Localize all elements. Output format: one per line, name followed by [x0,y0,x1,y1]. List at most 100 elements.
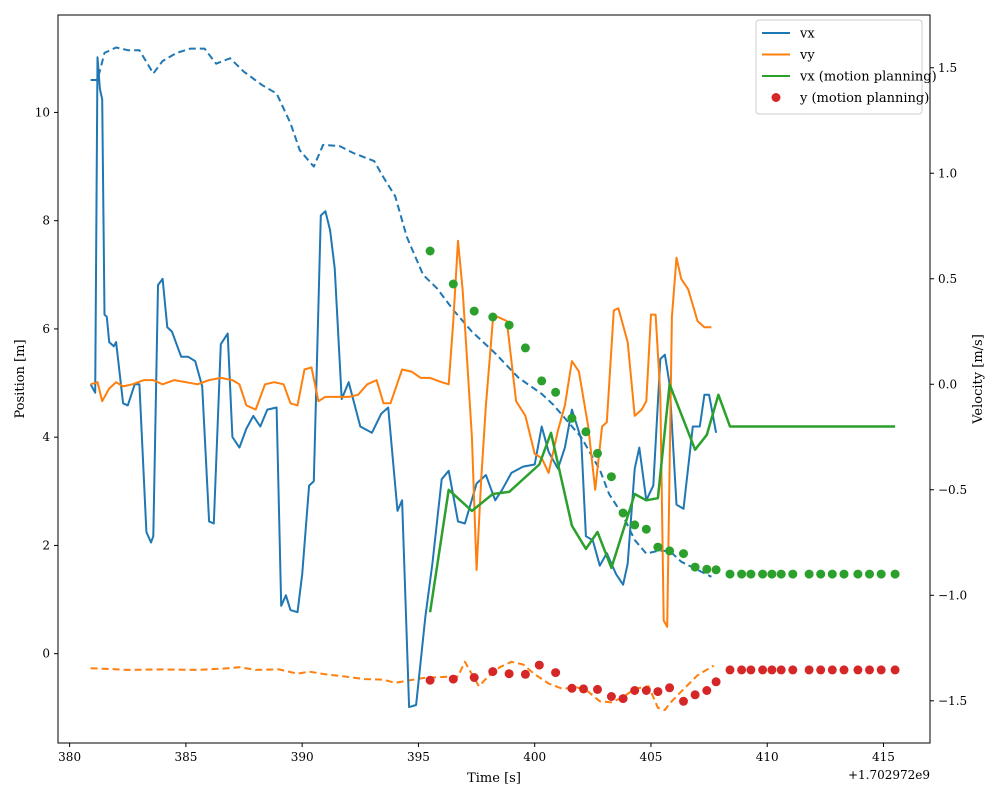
y_motion_planning-point [641,686,651,695]
x_motion_planning-point [788,569,798,579]
y_motion_planning-point [551,668,561,678]
y_motion_planning-point [737,665,747,675]
x-tick-label: 410 [756,750,779,764]
y_motion_planning-point [606,692,616,701]
x_motion_planning-point [758,569,768,579]
y_motion_planning-point [567,683,577,693]
y_motion_planning-point [776,665,786,675]
x_motion_planning-point [839,569,849,579]
y_motion_planning-point [702,686,712,695]
x_motion_planning-point [641,524,651,534]
x_motion_planning-point [865,569,874,579]
y-left-tick-label: 10 [35,105,50,119]
y-right-tick-label: 1.0 [938,166,957,180]
x_motion_planning-point [653,542,663,552]
x-tick-label: 385 [174,750,197,764]
y_motion_planning-point [746,665,756,675]
y-left-tick-label: 6 [42,322,50,336]
legend-box [755,19,923,115]
x_motion_planning-point [767,569,777,579]
legend-label: vx (motion planning) [799,70,937,85]
y_motion_planning-point [579,684,588,694]
plot-frame [57,14,931,744]
y_motion_planning-point [827,665,837,675]
x-tick-label: 405 [640,750,663,764]
y_motion_planning-point [853,665,863,675]
y_position-line [90,660,715,711]
vx_motion_planning-line [428,383,896,613]
plot-markers [425,246,900,706]
y_motion_planning-point [448,674,458,684]
y_motion_planning-point [425,675,435,685]
x_motion_planning-point [890,569,900,579]
y-right-tick-label: 0.5 [938,272,957,286]
y_motion_planning-point [788,665,798,675]
x-axis-label: Time [s] [467,771,521,786]
y_motion_planning-point [665,683,675,693]
axes: 380 385 390 395 400 405 410 415 0 2 4 6 8 10 −1.5 −1.0 −… [35,61,967,764]
y_motion_planning-point [469,673,479,682]
x-tick-label: 395 [407,750,430,764]
y_motion_planning-point [679,696,688,706]
y_motion_planning-point [767,665,777,675]
y_motion_planning-point [653,687,663,697]
y_motion_planning-point [618,694,628,704]
x-tick-label: 390 [291,750,314,764]
y_motion_planning-point [890,665,900,675]
y-axis-left-label: Position [m] [13,339,28,418]
y_motion_planning-point [876,665,886,675]
x-tick-label: 380 [58,750,81,764]
y_motion_planning-point [758,665,768,675]
x_motion_planning-point [593,448,602,458]
y-right-tick-label: −1.5 [938,694,967,708]
vx-line [89,56,718,709]
x_motion_planning-point [551,387,561,397]
x_motion_planning-point [737,569,747,579]
y-left-tick-label: 0 [42,647,50,661]
y_motion_planning-point [839,665,849,675]
x_motion_planning-point [488,312,498,322]
x_motion_planning-point [504,320,514,330]
y-right-tick-label: −0.5 [938,483,967,497]
y_motion_planning-point [711,677,721,687]
x_motion_planning-point [630,520,640,530]
y_motion_planning-point [630,686,640,695]
x_motion_planning-point [537,376,547,386]
x_motion_planning-point [827,569,837,579]
y_motion_planning-point [504,669,514,679]
x_motion_planning-point [679,549,688,559]
x_motion_planning-point [581,427,591,437]
y-axis-right-label: Velocity [m/s] [971,334,986,425]
x_motion_planning-point [804,569,814,579]
x_motion_planning-point [618,508,628,518]
x_motion_planning-point [776,569,786,579]
y-right-tick-label: 1.5 [938,61,957,75]
y_motion_planning-point [690,690,700,700]
x_position-line [90,46,712,578]
vy-line [90,239,712,628]
y-left-tick-label: 2 [42,538,50,552]
y_motion_planning-point [520,669,530,679]
x_motion_planning-point [690,562,700,572]
y_motion_planning-point [488,667,498,677]
x_motion_planning-point [448,279,458,289]
x-tick-label: 400 [523,750,546,764]
y-left-tick-label: 8 [42,214,50,228]
x_motion_planning-point [711,565,721,575]
y-right-tick-label: −1.0 [938,588,967,602]
x_motion_planning-point [520,343,530,353]
x_motion_planning-point [816,569,826,579]
y_motion_planning-point [816,665,826,675]
x-axis-offset-label: +1.702972e9 [848,768,930,782]
legend-label: vx [799,27,815,42]
legend-label: vy [799,48,815,63]
legend-label: y (motion planning) [799,91,929,106]
y_motion_planning-point [865,665,874,675]
x_motion_planning-point [702,564,712,574]
x_motion_planning-point [876,569,886,579]
x_motion_planning-point [425,246,435,256]
legend: vx vy vx (motion planning) y (motion planni… [755,19,937,115]
legend-swatch [771,93,781,102]
y_motion_planning-point [534,660,544,670]
